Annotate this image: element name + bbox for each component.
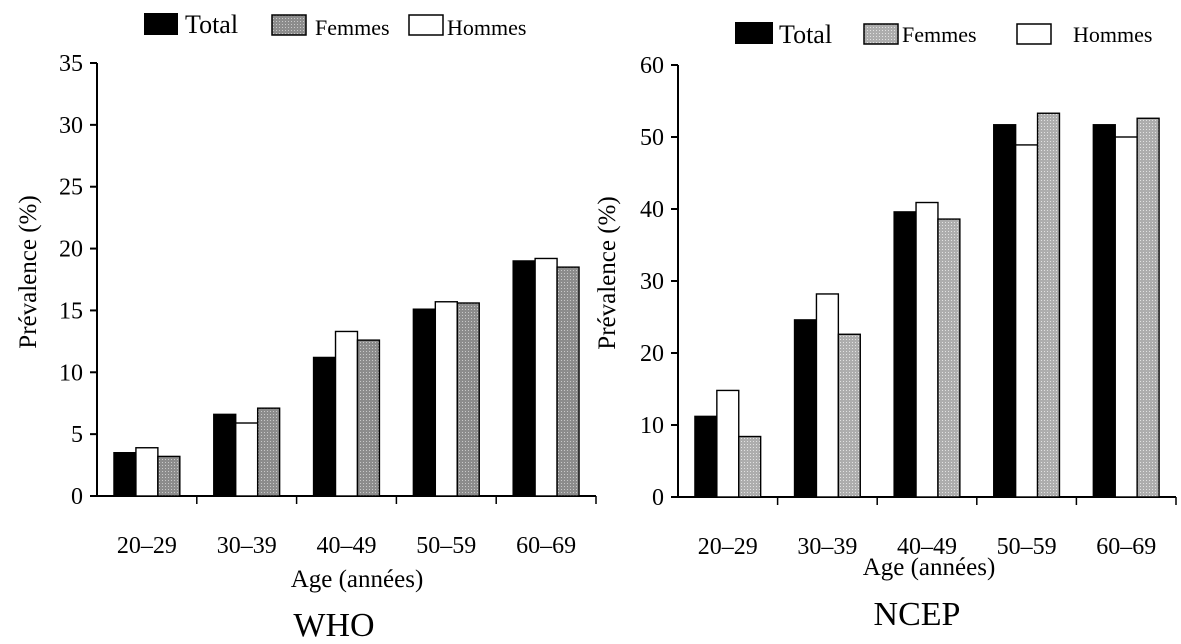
who-legend-hommes-swatch: [408, 14, 444, 36]
ncep-bar-hommes-30–39: [815, 293, 840, 498]
ncep-bar-hommes-20–29: [716, 389, 740, 498]
who-y-axis-label: Prévalence (%): [15, 195, 42, 348]
ncep-bar-femmes-50–59: [1036, 112, 1061, 498]
ncep-bars: [694, 112, 1160, 498]
ncep-bar-total-60–69: [1092, 124, 1116, 498]
who-legend: Total Femmes Hommes: [144, 10, 526, 40]
ncep-x-tick-label: 30–39: [797, 534, 857, 560]
who-x-tick-label: 20–29: [117, 533, 177, 559]
who-bar-femmes-20–29: [157, 455, 181, 497]
ncep-panel: Total Femmes Hommes 0 10 20 30 40 50 60 20–29 3…: [594, 20, 1177, 633]
ncep-bar-femmes-20–29: [738, 435, 762, 498]
ncep-y-tick-label: 50: [640, 125, 664, 151]
who-legend-femmes-label: Femmes: [315, 15, 390, 40]
who-y-tick-label: 25: [59, 175, 83, 201]
who-bar-hommes-50–59: [434, 301, 458, 497]
ncep-legend: Total Femmes Hommes: [735, 20, 1152, 49]
ncep-bar-femmes-40–49: [937, 218, 961, 498]
ncep-bar-total-30–39: [793, 319, 818, 498]
ncep-plot: 0 10 20 30 40 50 60 20–29 30–39 40–49 50–59 60–69: [640, 53, 1177, 560]
ncep-y-tick-label: 20: [640, 341, 664, 367]
ncep-y-tick-label: 0: [652, 485, 664, 511]
who-bar-hommes-60–69: [534, 257, 558, 497]
who-y-tick-label: 15: [59, 298, 83, 324]
ncep-bar-total-50–59: [993, 124, 1017, 498]
who-y-ticks: 0 5 10 15 20 25 30 35: [59, 51, 97, 510]
ncep-bar-femmes-30–39: [837, 333, 861, 498]
who-y-tick-label: 30: [59, 113, 83, 139]
who-bar-femmes-60–69: [556, 266, 580, 497]
ncep-legend-femmes-swatch: [863, 23, 899, 45]
ncep-x-tick-label: 20–29: [698, 534, 758, 560]
ncep-legend-hommes-label: Hommes: [1073, 22, 1152, 47]
ncep-y-tick-label: 30: [640, 269, 664, 295]
ncep-bar-femmes-60–69: [1136, 117, 1160, 498]
who-x-ticks: 20–29 30–39 40–49 50–59 60–69: [117, 496, 597, 559]
ncep-legend-total-label: Total: [779, 20, 832, 49]
who-x-tick-label: 40–49: [317, 533, 377, 559]
who-legend-total-label: Total: [185, 10, 238, 39]
who-y-tick-label: 35: [59, 51, 83, 77]
who-y-tick-label: 5: [71, 422, 83, 448]
who-title: WHO: [293, 607, 374, 644]
who-bar-hommes-40–49: [334, 330, 359, 497]
who-y-tick-label: 20: [59, 237, 83, 263]
who-bar-femmes-50–59: [456, 302, 480, 497]
ncep-x-tick-label: 40–49: [897, 534, 957, 560]
who-bar-hommes-20–29: [135, 447, 159, 497]
who-bars: [113, 257, 580, 497]
ncep-x-tick-label: 60–69: [1096, 534, 1156, 560]
who-legend-total-swatch: [144, 13, 178, 35]
ncep-y-tick-label: 60: [640, 53, 664, 79]
ncep-x-axis-label: Age (années): [863, 554, 996, 581]
who-y-tick-label: 10: [59, 360, 83, 386]
who-plot: 0 5 10 15 20 25 30 35 20–29 30–39 40–49 50–59 60–69: [59, 51, 597, 559]
who-bar-hommes-30–39: [235, 422, 259, 497]
ncep-x-ticks: 20–29 30–39 40–49 50–59 60–69: [698, 497, 1177, 560]
who-bar-total-60–69: [512, 260, 536, 497]
ncep-legend-hommes-swatch: [1016, 23, 1052, 45]
ncep-y-ticks: 0 10 20 30 40 50 60: [640, 53, 678, 511]
ncep-bar-hommes-40–49: [915, 201, 939, 498]
who-bar-total-30–39: [213, 413, 237, 497]
ncep-y-axis-label: Prévalence (%): [594, 196, 621, 349]
who-x-tick-label: 30–39: [217, 533, 277, 559]
who-legend-femmes-swatch: [271, 14, 307, 36]
ncep-bar-hommes-60–69: [1114, 136, 1138, 498]
who-bar-femmes-30–39: [256, 407, 281, 497]
ncep-title: NCEP: [874, 596, 961, 633]
who-bar-total-20–29: [113, 452, 137, 497]
ncep-x-tick-label: 50–59: [997, 534, 1057, 560]
who-x-axis-label: Age (années): [291, 566, 424, 593]
ncep-y-tick-label: 40: [640, 197, 664, 223]
ncep-bar-total-20–29: [694, 415, 718, 498]
ncep-legend-femmes-label: Femmes: [902, 22, 977, 47]
ncep-bar-hommes-50–59: [1014, 144, 1039, 498]
who-bar-femmes-40–49: [356, 339, 381, 497]
ncep-bar-total-40–49: [893, 211, 917, 498]
who-bar-total-40–49: [312, 356, 337, 497]
who-bar-total-50–59: [412, 308, 437, 497]
who-panel: Total Femmes Hommes 0 5 10 15 20 25 30 35 20–29…: [15, 10, 597, 644]
who-x-tick-label: 50–59: [416, 533, 476, 559]
who-x-tick-label: 60–69: [516, 533, 576, 559]
who-y-tick-label: 0: [71, 484, 83, 510]
ncep-legend-total-swatch: [735, 22, 773, 44]
who-legend-hommes-label: Hommes: [447, 15, 526, 40]
ncep-y-tick-label: 10: [640, 413, 664, 439]
